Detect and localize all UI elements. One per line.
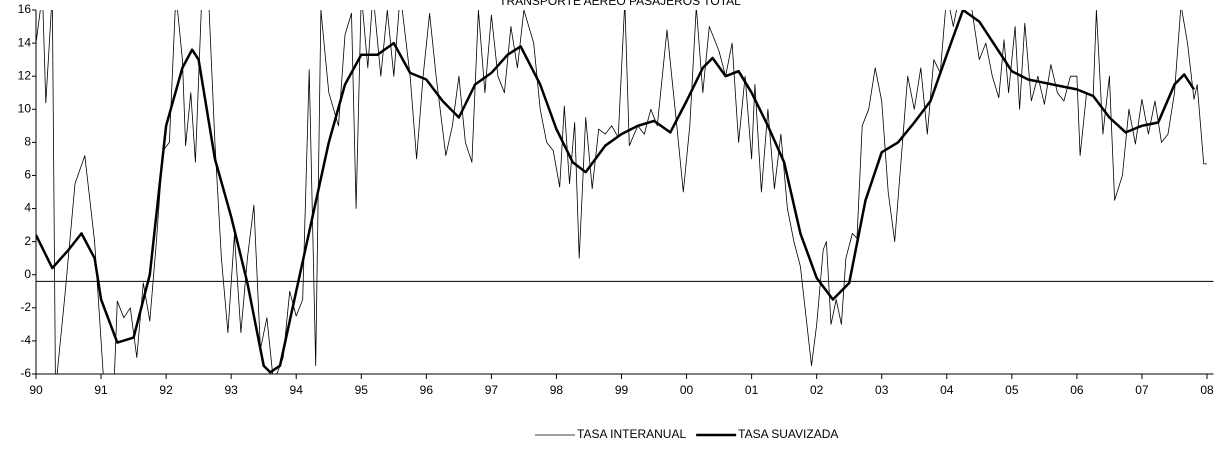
x-tick-label: 93 — [224, 383, 238, 397]
x-tick-label: 06 — [1070, 383, 1084, 397]
y-tick-label: -6 — [20, 366, 31, 380]
y-tick-label: 14 — [18, 35, 32, 49]
x-tick-label: 95 — [355, 383, 369, 397]
x-tick-label: 90 — [29, 383, 43, 397]
x-tick-label: 99 — [615, 383, 629, 397]
legend-label: TASA INTERANUAL — [577, 427, 686, 441]
x-tick-label: 07 — [1135, 383, 1149, 397]
x-tick-label: 00 — [680, 383, 694, 397]
x-tick-label: 92 — [159, 383, 173, 397]
x-tick-label: 03 — [875, 383, 889, 397]
x-tick-label: 91 — [94, 383, 108, 397]
y-tick-label: 0 — [24, 267, 31, 281]
x-tick-label: 05 — [1005, 383, 1019, 397]
y-tick-label: -2 — [20, 300, 31, 314]
x-tick-label: 96 — [420, 383, 434, 397]
legend-label: TASA SUAVIZADA — [738, 427, 838, 441]
x-tick-label: 04 — [940, 383, 954, 397]
x-tick-label: 97 — [485, 383, 499, 397]
x-tick-label: 02 — [810, 383, 824, 397]
y-tick-label: 2 — [24, 234, 31, 248]
plot-area — [36, 10, 1207, 374]
y-tick-label: 8 — [24, 135, 31, 149]
x-tick-label: 98 — [550, 383, 564, 397]
series-line — [36, 10, 1207, 374]
y-tick-label: 16 — [18, 2, 32, 16]
x-tick-label: 01 — [745, 383, 759, 397]
series-line — [36, 10, 1196, 374]
chart-title: TRANSPORTE AEREO PASAJEROS TOTAL — [499, 0, 741, 8]
x-tick-label: 08 — [1200, 383, 1214, 397]
y-tick-label: 6 — [24, 168, 31, 182]
y-tick-label: 4 — [24, 201, 31, 215]
y-tick-label: 10 — [18, 101, 32, 115]
x-tick-label: 94 — [290, 383, 304, 397]
y-tick-label: -4 — [20, 333, 31, 347]
y-tick-label: 12 — [18, 68, 32, 82]
